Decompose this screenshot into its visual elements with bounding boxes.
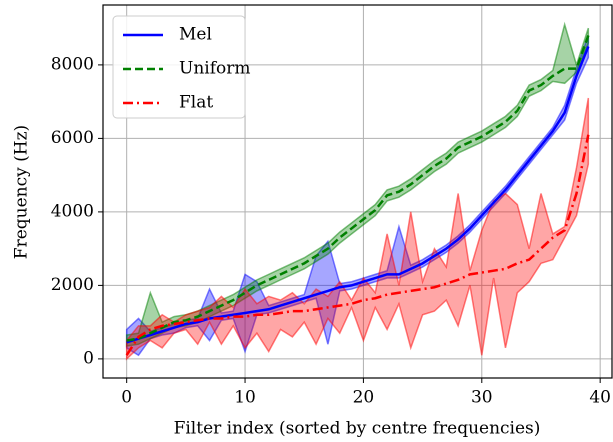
y-tick-label: 0 bbox=[83, 348, 94, 368]
y-tick-label: 4000 bbox=[51, 201, 94, 221]
x-tick-label: 20 bbox=[353, 388, 375, 408]
legend-label: Uniform bbox=[179, 59, 251, 79]
line bbox=[125, 134, 590, 356]
y-tick-label: 2000 bbox=[51, 275, 94, 295]
plot-frame bbox=[102, 4, 613, 379]
y-tick-label: 6000 bbox=[51, 128, 94, 148]
legend-box bbox=[112, 15, 246, 119]
legend-label: Flat bbox=[179, 93, 213, 113]
y-axis-label: Frequency (Hz) bbox=[12, 125, 32, 259]
line bbox=[126, 35, 590, 342]
band bbox=[125, 21, 590, 347]
x-tick-label: 30 bbox=[471, 388, 493, 408]
legend-label: Mel bbox=[179, 25, 212, 45]
x-axis-label: Filter index (sorted by centre frequenci… bbox=[174, 419, 541, 439]
band bbox=[125, 35, 590, 357]
x-tick-label: 0 bbox=[121, 388, 132, 408]
x-tick-label: 40 bbox=[589, 388, 611, 408]
x-tick-label: 10 bbox=[234, 388, 256, 408]
y-tick-label: 8000 bbox=[51, 54, 94, 74]
